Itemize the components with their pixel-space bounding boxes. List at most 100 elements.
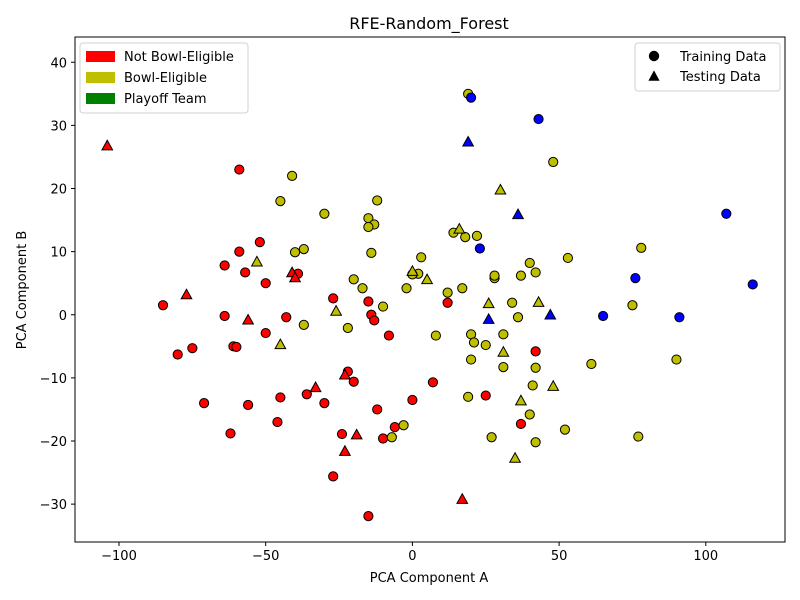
testing-point [338, 368, 352, 380]
training-point [383, 330, 395, 341]
marker-legend: Training Data Testing Data [634, 42, 781, 92]
training-point [301, 389, 312, 400]
training-point [597, 310, 609, 322]
training-point [260, 278, 271, 289]
class-legend-label: Not Bowl-Eligible [124, 50, 234, 65]
y-tick-label: −20 [40, 435, 67, 450]
training-point [530, 346, 541, 357]
training-point [389, 422, 400, 433]
y-tick-label: 30 [50, 119, 67, 134]
training-point [480, 390, 491, 401]
training-point [328, 471, 339, 482]
training-point [427, 377, 439, 388]
x-axis-ticks: −100 −50 0 50 100 [101, 542, 718, 564]
training-point [471, 230, 483, 241]
training-point [468, 337, 480, 348]
class-legend-label: Playoff Team [124, 92, 207, 107]
training-point [465, 354, 477, 365]
testing-point [514, 394, 528, 406]
y-tick-label: 20 [50, 183, 67, 198]
training-point [512, 312, 524, 323]
testing-point [329, 304, 343, 316]
training-point [234, 246, 245, 257]
training-point [386, 432, 397, 443]
class-legend-swatch [86, 93, 115, 104]
training-point [298, 244, 309, 255]
testing-point [250, 255, 264, 267]
training-point [363, 511, 374, 522]
testing-point [461, 135, 475, 147]
marker-legend-label: Training Data [679, 50, 766, 65]
class-legend-label: Bowl-Eligible [124, 71, 207, 86]
training-point [527, 380, 538, 391]
training-point [498, 362, 509, 373]
testing-point [456, 492, 469, 504]
training-point [287, 170, 298, 181]
marker-legend-box [634, 42, 781, 92]
training-point [219, 310, 230, 322]
training-point [242, 399, 254, 411]
training-point [559, 424, 571, 435]
marker-legend-triangle [648, 70, 660, 81]
y-tick-label: 0 [59, 309, 67, 324]
training-point [187, 343, 198, 354]
training-point [636, 242, 647, 253]
training-point [442, 287, 453, 298]
training-point [369, 315, 380, 326]
testing-point [544, 308, 557, 320]
testing-point [508, 451, 522, 463]
training-point [348, 376, 359, 387]
training-point [319, 208, 330, 219]
testing-point [309, 381, 322, 393]
testing-point [547, 379, 560, 391]
training-point [480, 339, 491, 351]
testing-point [180, 288, 193, 300]
plot-area-frame [74, 36, 786, 543]
testing-point [350, 428, 363, 440]
class-legend-box [79, 42, 249, 114]
training-point [530, 362, 541, 373]
training-point [342, 322, 353, 334]
training-point [442, 297, 453, 308]
y-axis-label: PCA Component B [15, 231, 30, 349]
testing-point [497, 345, 510, 357]
training-point [336, 428, 348, 440]
data-points [101, 88, 758, 522]
testing-point [482, 297, 495, 309]
y-tick-label: −10 [40, 372, 67, 387]
training-point [524, 409, 535, 420]
training-point [486, 432, 497, 443]
x-tick-label: 50 [551, 549, 568, 564]
training-point [298, 319, 309, 330]
y-axis-ticks: −30 −20 −10 0 10 20 30 40 [40, 56, 75, 513]
training-point [630, 273, 641, 284]
training-point [533, 113, 544, 125]
training-point [319, 398, 330, 409]
testing-point [532, 295, 545, 307]
x-axis-label: PCA Component A [370, 571, 489, 586]
training-point [157, 300, 169, 311]
testing-point [338, 444, 352, 456]
chart-title: RFE-Random_Forest [349, 14, 509, 34]
training-point [747, 279, 758, 290]
training-point [363, 221, 374, 233]
training-point [240, 267, 251, 278]
testing-point [241, 313, 255, 325]
training-point [366, 247, 377, 258]
y-tick-label: 10 [50, 246, 67, 261]
training-point [460, 232, 471, 243]
training-point [463, 391, 474, 402]
training-point [627, 300, 638, 311]
training-point [401, 283, 412, 294]
training-point [363, 296, 374, 307]
training-point [474, 243, 485, 254]
testing-point [101, 139, 114, 151]
training-point [198, 398, 210, 409]
training-point [225, 428, 236, 439]
training-point [275, 196, 286, 207]
training-point [275, 392, 286, 403]
training-point [586, 358, 597, 370]
training-point [457, 283, 468, 294]
training-point [281, 312, 292, 323]
training-point [328, 293, 339, 304]
